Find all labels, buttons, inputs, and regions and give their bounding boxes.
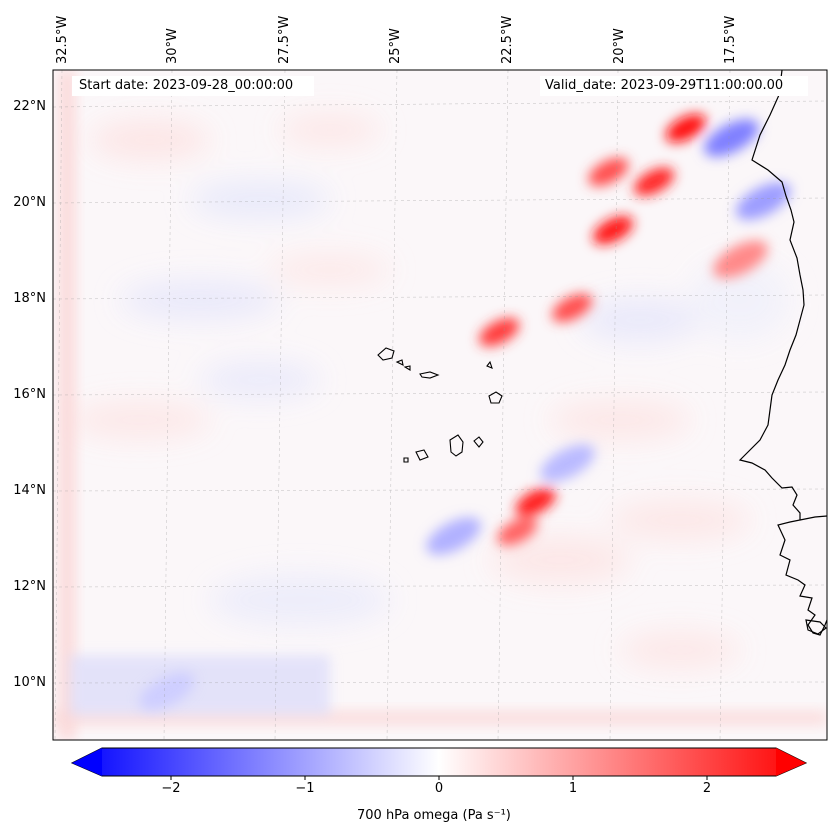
background-texture (70, 114, 790, 668)
colorbar (70, 747, 808, 780)
valid-date-box (540, 76, 808, 96)
start-date-box (72, 76, 314, 96)
lat-label-22n: 22°N (13, 99, 46, 114)
lat-label-12n: 12°N (13, 579, 46, 594)
subsidence-feature (588, 157, 629, 187)
subsidence-feature (479, 317, 520, 347)
ascent-feature (735, 182, 791, 220)
gridlines (53, 70, 827, 740)
map-field (53, 70, 827, 740)
valid-date-text: Valid_date: 2023-09-29T11:00:00.00 (545, 78, 784, 93)
colorbar-label: 700 hPa omega (Pa s⁻¹) (357, 808, 511, 823)
ascent-feature (139, 672, 195, 711)
coastline (738, 70, 827, 636)
lat-label-16n: 16°N (13, 387, 46, 402)
colorbar-max-extend (776, 748, 806, 776)
lon-label-25w: 25°W (388, 28, 403, 64)
ascent-feature (426, 517, 481, 555)
colorbar-bar (70, 747, 808, 777)
subsidence-feature (551, 293, 593, 323)
ascent-feature (704, 119, 759, 157)
map-frame (52, 69, 828, 741)
colorbar-tick-label: 2 (702, 781, 712, 796)
omega-features (139, 114, 791, 711)
colorbar-tick-label: −1 (295, 781, 315, 796)
subsidence-feature (515, 487, 556, 517)
lon-label-20w: 20°W (612, 28, 627, 64)
lat-label-20n: 20°N (13, 195, 46, 210)
ascent-feature (540, 444, 595, 483)
subsidence-feature (633, 167, 675, 196)
lat-label-18n: 18°N (13, 291, 46, 306)
colorbar-min-extend (72, 748, 102, 776)
subsidence-feature (497, 517, 538, 546)
subsidence-feature (665, 114, 706, 143)
lon-label-32-5w: 32.5°W (55, 15, 70, 64)
lon-label-27-5w: 27.5°W (277, 15, 292, 64)
lon-label-17-5w: 17.5°W (723, 15, 738, 64)
subsidence-feature (592, 216, 634, 245)
colorbar-tick-label: −2 (161, 781, 181, 796)
colorbar-tick-label: 1 (568, 781, 578, 796)
lon-label-30w: 30°W (165, 28, 180, 64)
lon-label-22-5w: 22.5°W (500, 15, 515, 64)
cape-verde-islands (377, 347, 503, 463)
start-date-text: Start date: 2023-09-28_00:00:00 (79, 78, 294, 93)
lat-label-14n: 14°N (13, 483, 46, 498)
lat-label-10n: 10°N (13, 675, 46, 690)
colorbar-tick-label: 0 (434, 781, 444, 796)
colorbar-ticks (170, 776, 708, 780)
